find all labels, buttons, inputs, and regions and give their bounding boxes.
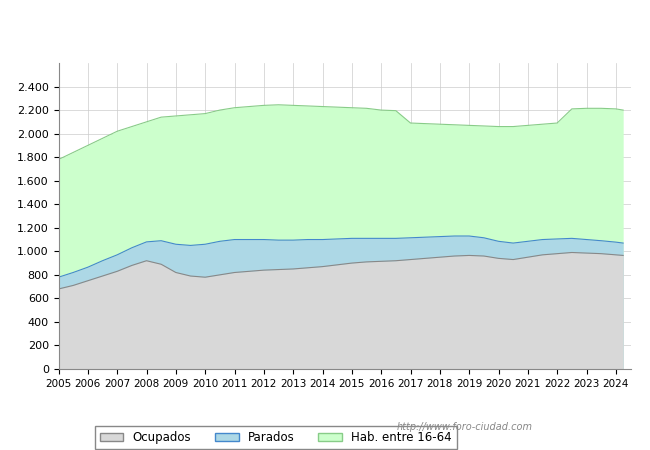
- Text: http://www.foro-ciudad.com: http://www.foro-ciudad.com: [397, 422, 533, 432]
- Legend: Ocupados, Parados, Hab. entre 16-64: Ocupados, Parados, Hab. entre 16-64: [95, 426, 457, 449]
- Text: Santa Olalla - Evolucion de la poblacion en edad de Trabajar Mayo de 2024: Santa Olalla - Evolucion de la poblacion…: [75, 21, 575, 33]
